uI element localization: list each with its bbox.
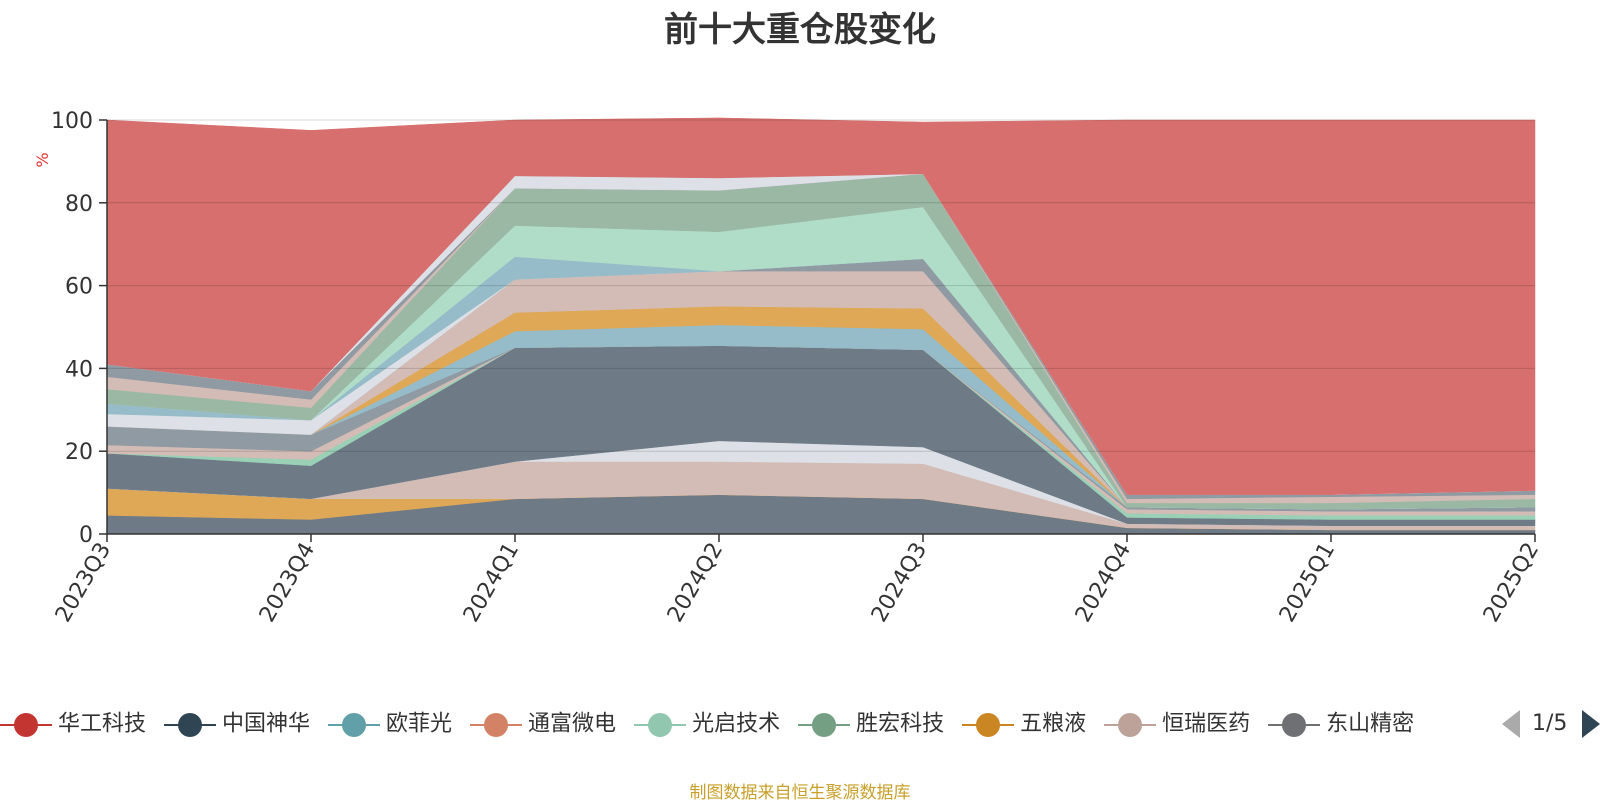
legend-item[interactable]: 胜宏科技 [798,704,944,744]
legend-label: 光启技术 [692,711,781,737]
legend-item[interactable]: 华工科技 [0,704,146,744]
y-tick-label: 100 [51,109,93,134]
stacked-area-chart: 0 20 40 60 80 100 2023Q3 2023Q4 2024Q1 2024Q2 2024… [33,109,1544,627]
legend-marker-icon [328,712,381,737]
x-tick-label: 2025Q2 [1479,539,1544,627]
legend-marker-icon [164,712,217,737]
x-tick-label: 2024Q2 [663,539,728,627]
legend-label: 欧菲光 [386,711,453,737]
legend: 华工科技 中国神华 欧菲光 通富微电 光启技术 胜宏科技 五粮液 恒瑞医药 东山精密 1/5 [0,704,1600,744]
x-tick-label: 2024Q4 [1071,539,1136,627]
legend-label: 华工科技 [58,711,147,737]
y-tick-label: 60 [65,275,93,300]
legend-marker-icon [1268,712,1321,737]
legend-item[interactable]: 通富微电 [470,704,616,744]
x-tick-label: 2024Q3 [867,539,932,627]
x-tick-label: 2023Q3 [51,539,116,627]
source-note: 制图数据来自恒生聚源数据库 [689,783,911,803]
legend-marker-icon [1104,712,1157,737]
area-series-group [106,117,1536,535]
legend-item[interactable]: 光启技术 [634,704,780,744]
legend-label: 东山精密 [1326,711,1415,737]
legend-marker-icon [798,712,851,737]
legend-label: 五粮液 [1020,711,1087,737]
legend-label: 恒瑞医药 [1162,711,1251,737]
legend-label: 通富微电 [528,711,617,737]
y-tick-label: 80 [65,192,93,217]
legend-next-icon[interactable] [1582,710,1600,738]
legend-label: 中国神华 [222,711,311,737]
legend-items: 华工科技 中国神华 欧菲光 通富微电 光启技术 胜宏科技 五粮液 恒瑞医药 东山精密 [0,704,1480,744]
legend-pager: 1/5 [1500,704,1600,744]
legend-item[interactable]: 中国神华 [164,704,310,744]
legend-item[interactable]: 五粮液 [962,704,1086,744]
legend-item[interactable]: 欧菲光 [328,704,452,744]
legend-marker-icon [470,712,523,737]
area-series-19 [106,117,1536,495]
y-tick-label: 20 [65,440,93,465]
legend-marker-icon [0,712,52,737]
chart-title: 前十大重仓股变化 [664,10,936,50]
x-tick-label: 2023Q4 [255,539,320,627]
legend-marker-icon [962,712,1015,737]
y-tick-label: 40 [65,357,93,382]
x-tick-label: 2025Q1 [1275,539,1340,627]
y-tick-label: 0 [79,523,93,548]
y-axis-label: % [33,152,52,167]
x-tick-label: 2024Q1 [459,539,524,627]
legend-item[interactable]: 东山精密 [1268,704,1414,744]
legend-item[interactable]: 恒瑞医药 [1104,704,1250,744]
grid-lines [107,119,1535,452]
legend-label: 胜宏科技 [856,711,945,737]
legend-marker-icon [634,712,687,737]
legend-prev-icon[interactable] [1502,710,1520,738]
legend-page-indicator: 1/5 [1532,711,1568,736]
